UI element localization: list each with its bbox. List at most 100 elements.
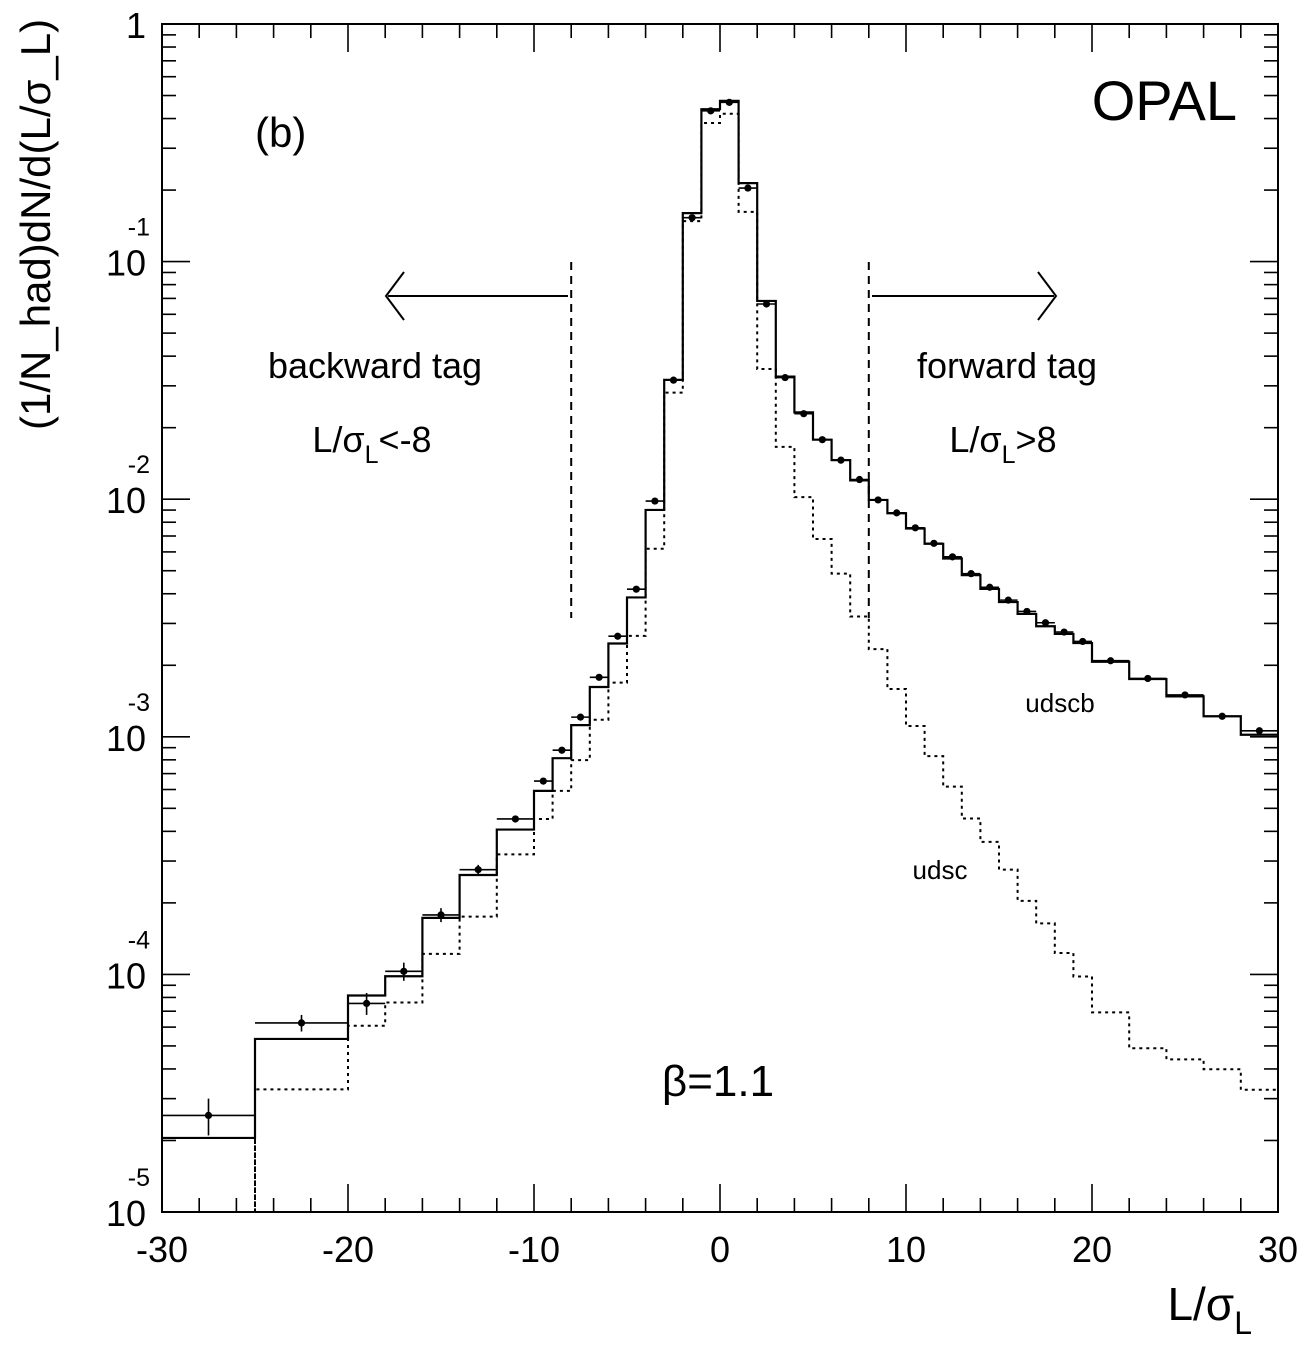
data-marker: [744, 184, 752, 192]
data-marker: [539, 777, 547, 785]
data-point-37: [1092, 657, 1130, 665]
data-marker: [800, 410, 808, 418]
backward-tag-label: backward tag: [268, 345, 482, 386]
data-point-23: [831, 456, 851, 464]
udscb-label: udscb: [1025, 688, 1094, 718]
x-tick-label: 0: [710, 1229, 730, 1270]
data-marker: [363, 999, 371, 1007]
data-marker: [400, 967, 408, 975]
data-marker: [204, 1111, 213, 1120]
data-point-22: [813, 436, 832, 444]
data-point-19: [757, 300, 776, 308]
data-marker: [818, 436, 826, 444]
data-point-31: [980, 583, 999, 591]
data-point-8: [552, 746, 572, 754]
y-tick-labels: 110-110-210-310-410-5: [106, 5, 150, 1234]
data-marker: [986, 583, 994, 591]
data-point-27: [906, 524, 925, 532]
x-axis-title-main: L/σ: [1167, 1278, 1234, 1330]
data-marker: [762, 300, 771, 308]
histogram-udscb: [162, 99, 1278, 1140]
data-marker: [1079, 637, 1087, 646]
y-tick-label: 10: [106, 955, 146, 996]
data-marker: [297, 1019, 306, 1027]
y-tick-label: 10: [106, 243, 146, 284]
data-point-25: [868, 496, 888, 504]
data-marker: [1004, 596, 1012, 604]
data-marker: [614, 632, 622, 640]
data-marker: [1060, 628, 1068, 636]
histogram-udsc: [162, 112, 1278, 1213]
x-tick-label: 20: [1072, 1229, 1112, 1270]
data-marker: [967, 570, 975, 578]
experiment-label: OPAL: [1092, 69, 1237, 132]
x-axis-title: L/σL: [1167, 1278, 1252, 1341]
data-marker: [874, 496, 882, 504]
data-marker: [595, 673, 603, 681]
data-marker: [576, 713, 585, 721]
y-tick-exponent: -5: [128, 1164, 150, 1192]
data-point-18: [738, 184, 758, 192]
data-marker: [1144, 674, 1152, 683]
data-marker: [781, 373, 789, 382]
data-point-9: [571, 713, 590, 721]
y-tick-label: 10: [106, 1193, 146, 1234]
data-point-15: [682, 214, 702, 222]
forward-cut-main: L/σ: [949, 419, 1001, 460]
data-marker: [651, 497, 659, 505]
forward-cut-rest: >8: [1016, 419, 1057, 460]
data-point-11: [608, 632, 627, 640]
data-marker: [1041, 619, 1050, 627]
data-point-10: [589, 673, 609, 681]
forward-cut-label: L/σL>8: [949, 419, 1056, 469]
data-point-28: [924, 539, 944, 547]
data-point-5: [459, 864, 497, 875]
data-marker: [1023, 607, 1031, 616]
data-point-33: [1017, 607, 1037, 616]
x-tick-label: -30: [136, 1229, 188, 1270]
y-tick-label: 1: [126, 5, 146, 46]
data-marker: [1107, 657, 1115, 665]
histograms: [162, 99, 1278, 1213]
data-point-21: [794, 410, 813, 418]
forward-arrow: [872, 271, 1058, 321]
y-tick-exponent: -4: [128, 926, 150, 954]
data-marker: [725, 98, 733, 106]
y-tick-exponent: -3: [128, 689, 150, 717]
data-point-35: [1054, 628, 1074, 636]
data-marker: [669, 376, 678, 384]
backward-cut-main: L/σ: [312, 419, 364, 460]
forward-tag-label: forward tag: [917, 345, 1097, 386]
y-tick-exponent: -2: [128, 451, 150, 479]
data-point-1: [255, 1014, 348, 1032]
x-tick-label: -20: [322, 1229, 374, 1270]
data-point-26: [887, 509, 906, 517]
data-point-14: [664, 376, 683, 384]
backward-cut-rest: <-8: [379, 419, 432, 460]
data-point-30: [961, 570, 981, 578]
data-points: [162, 98, 1278, 1136]
cut-lines: [570, 262, 870, 618]
x-tick-labels: -30 -20 -10 0 10 20 30: [136, 1229, 1298, 1270]
data-point-4: [422, 908, 460, 923]
backward-arrow: [384, 271, 568, 321]
data-point-16: [701, 107, 720, 115]
data-marker: [1255, 727, 1263, 735]
data-point-6: [496, 815, 534, 823]
data-point-24: [850, 475, 869, 484]
data-point-41: [1240, 727, 1278, 735]
data-marker: [707, 107, 715, 115]
y-tick-label: 10: [106, 718, 146, 759]
data-point-12: [627, 585, 646, 593]
data-point-0: [162, 1098, 255, 1136]
panel-label: (b): [255, 109, 306, 156]
data-point-34: [1036, 619, 1055, 627]
backward-cut-label: L/σL<-8: [312, 419, 431, 469]
y-axis-title: (1/N_had)dN/d(L/σ_L): [12, 19, 59, 430]
data-point-13: [645, 497, 665, 505]
axis-ticks: [161, 23, 1279, 1213]
data-point-36: [1073, 637, 1092, 646]
data-marker: [632, 585, 640, 593]
y-tick-label: 10: [106, 480, 146, 521]
